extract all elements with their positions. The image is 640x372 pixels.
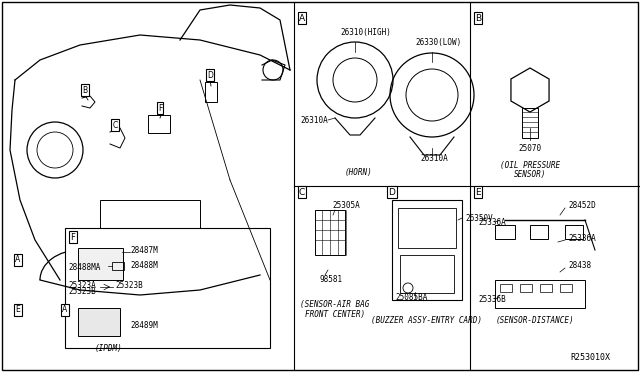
Text: SENSOR): SENSOR) [514,170,546,179]
Text: 98581: 98581 [320,276,343,285]
Bar [148,115,170,133]
Text: 28488MA: 28488MA [68,263,100,273]
Text: 25085BA: 25085BA [395,294,428,302]
Bar [495,225,515,239]
Text: FRONT CENTER): FRONT CENTER) [305,311,365,320]
Bar [565,225,583,239]
Text: 28452D: 28452D [568,201,596,209]
Bar [65,228,270,348]
Text: 28488M: 28488M [130,260,157,269]
Text: (OIL PRESSURE: (OIL PRESSURE [500,160,560,170]
Text: R253010X: R253010X [570,353,610,362]
Bar [315,210,345,255]
Text: E: E [15,305,20,314]
Text: 25305A: 25305A [332,201,360,209]
Text: 25336B: 25336B [478,295,506,305]
Bar [392,200,462,300]
Text: C: C [299,187,305,196]
Text: D: D [388,187,396,196]
Text: 28489M: 28489M [130,321,157,330]
Text: (HORN): (HORN) [344,167,372,176]
Bar [398,208,456,248]
Bar [530,225,548,239]
Text: 26310(HIGH): 26310(HIGH) [340,28,391,36]
Text: 25070: 25070 [518,144,541,153]
Text: B: B [83,86,88,94]
Text: B: B [475,13,481,22]
Text: (SENSOR-DISTANCE): (SENSOR-DISTANCE) [496,315,574,324]
Text: E: E [475,187,481,196]
Bar [400,255,454,293]
Text: 26310A: 26310A [300,115,328,125]
Text: 26350V: 26350V [465,214,493,222]
Bar [78,248,123,280]
Bar [540,284,552,292]
Text: 25336A: 25336A [568,234,596,243]
Bar [495,280,585,308]
Text: A: A [62,305,68,314]
Bar [112,262,124,270]
Text: 25336A: 25336A [478,218,506,227]
Text: 26310A: 26310A [420,154,448,163]
Text: 26330(LOW): 26330(LOW) [415,38,461,46]
Text: C: C [113,121,118,129]
Text: 25323A: 25323A [68,280,96,289]
Bar [500,284,512,292]
Text: F: F [70,232,76,241]
Text: (IPDM): (IPDM) [94,343,122,353]
Text: D: D [207,71,213,80]
Text: 28487M: 28487M [130,246,157,254]
Bar [100,200,200,255]
Text: A: A [15,256,20,264]
Bar [522,108,538,138]
Text: (BUZZER ASSY-ENTRY CARD): (BUZZER ASSY-ENTRY CARD) [371,315,483,324]
Text: (SENSOR-AIR BAG: (SENSOR-AIR BAG [300,301,370,310]
Text: F: F [158,103,162,112]
Text: 28438: 28438 [568,260,591,269]
Bar [205,82,217,102]
Bar [520,284,532,292]
Bar [78,308,120,336]
Text: 25323B: 25323B [115,280,143,289]
Text: A: A [299,13,305,22]
Bar [560,284,572,292]
Text: 25323B: 25323B [68,288,96,296]
